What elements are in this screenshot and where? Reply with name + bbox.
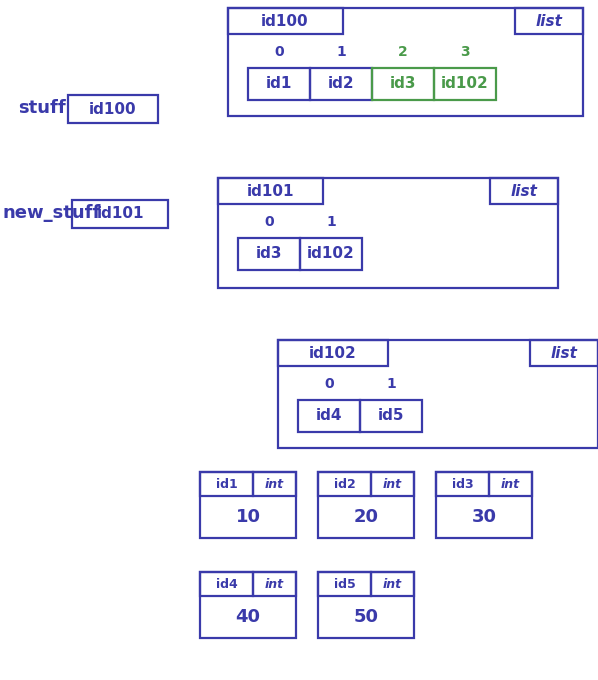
Bar [68,95,158,123]
Text: list: list [551,345,578,360]
Bar [318,472,414,538]
Bar [253,472,296,496]
Text: id100: id100 [89,101,137,116]
Text: 0: 0 [274,45,284,59]
Bar [318,572,414,638]
Text: id4: id4 [215,577,237,590]
Text: id4: id4 [316,409,342,424]
Text: id100: id100 [261,14,309,29]
Bar [310,68,372,100]
Bar [248,68,310,100]
Text: 1: 1 [386,377,396,391]
Bar [228,8,343,34]
Text: 40: 40 [236,608,261,626]
Bar [278,340,388,366]
Text: 50: 50 [353,608,379,626]
Bar [434,68,496,100]
Text: 30: 30 [471,508,496,526]
Text: int: int [265,477,284,490]
Text: 1: 1 [326,215,336,229]
Text: id102: id102 [307,247,355,262]
Text: id1: id1 [266,77,292,92]
Text: id1: id1 [215,477,237,490]
Text: id102: id102 [309,345,357,360]
Text: int: int [501,477,520,490]
Bar [228,8,583,116]
Text: new_stuff: new_stuff [2,204,100,222]
Bar [318,472,371,496]
Bar [515,8,583,34]
Text: 0: 0 [264,215,274,229]
Text: id2: id2 [328,77,354,92]
Bar [530,340,598,366]
Bar [436,472,489,496]
Text: int: int [383,477,402,490]
Bar [318,572,371,596]
Bar [371,472,414,496]
Text: 2: 2 [398,45,408,59]
Text: list: list [511,184,538,199]
Text: id5: id5 [334,577,355,590]
Text: 1: 1 [336,45,346,59]
Bar [253,572,296,596]
Text: id3: id3 [390,77,416,92]
Text: id101: id101 [96,207,144,222]
Text: id2: id2 [334,477,355,490]
Bar [372,68,434,100]
Bar [298,400,360,432]
Bar [200,572,253,596]
Bar [300,238,362,270]
Text: 20: 20 [353,508,379,526]
Bar [371,572,414,596]
Text: id102: id102 [441,77,489,92]
Bar [200,472,253,496]
Bar [238,238,300,270]
Bar [218,178,323,204]
Bar [436,472,532,538]
Text: list: list [536,14,563,29]
Text: id3: id3 [256,247,282,262]
Text: 0: 0 [324,377,334,391]
Text: 10: 10 [236,508,261,526]
Text: id3: id3 [451,477,473,490]
Bar [200,472,296,538]
Text: id5: id5 [378,409,404,424]
Bar [490,178,558,204]
Bar [360,400,422,432]
Text: 3: 3 [460,45,470,59]
Text: id101: id101 [246,184,294,199]
Text: stuff: stuff [19,99,66,117]
Bar [200,572,296,638]
Bar [278,340,598,448]
Text: int: int [383,577,402,590]
Bar [489,472,532,496]
Bar [218,178,558,288]
Text: int: int [265,577,284,590]
Bar [72,200,168,228]
